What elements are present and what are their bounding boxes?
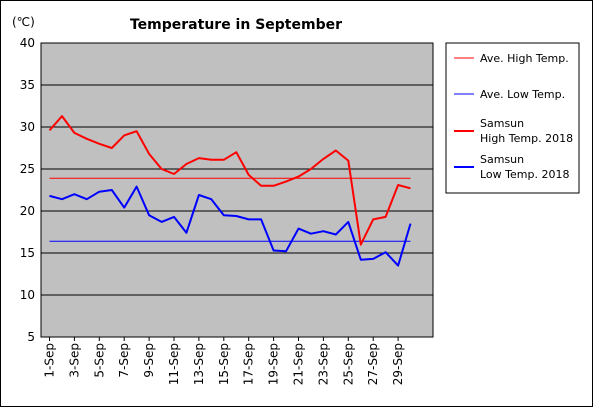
unit-label: (℃) [12, 15, 35, 29]
legend-label: Ave. High Temp. [480, 52, 569, 65]
gridlines [41, 84, 433, 296]
plot-area [40, 42, 434, 338]
x-tick-label: 3-Sep [67, 343, 81, 378]
y-tick-label: 10 [20, 288, 35, 302]
legend: Ave. High Temp. Ave. Low Temp. Samsun High … [454, 52, 573, 181]
x-tick-label: 5-Sep [92, 343, 106, 378]
y-tick-label: 35 [20, 78, 35, 92]
y-tick-label: 25 [20, 162, 35, 176]
chart-title: Temperature in September [130, 17, 342, 33]
x-tick-label: 23-Sep [316, 343, 330, 385]
x-axis: 1-Sep 3-Sep 5-Sep 7-Sep 9-Sep 11-Sep 13-Sep 15-… [43, 337, 405, 385]
y-tick-label: 30 [20, 120, 35, 134]
y-tick-label: 15 [20, 246, 35, 260]
series-line-3 [48, 115, 411, 246]
legend-label: Samsun High Temp. 2018 [480, 117, 573, 145]
x-tick-label: 19-Sep [267, 343, 281, 385]
x-tick-label: 25-Sep [341, 343, 355, 385]
x-tick-label: 9-Sep [142, 343, 156, 378]
x-tick-label: 1-Sep [43, 343, 57, 378]
x-tick-label: 15-Sep [217, 343, 231, 385]
series-line-4 [49, 185, 412, 267]
x-tick-label: 21-Sep [292, 343, 306, 385]
x-tick-label: 29-Sep [391, 343, 405, 385]
y-tick-label: 5 [27, 330, 35, 344]
y-tick-label: 20 [20, 204, 35, 218]
series-lines [48, 115, 412, 267]
x-tick-label: 7-Sep [117, 343, 131, 378]
x-tick-label: 17-Sep [242, 343, 256, 385]
y-axis: 5 10 15 20 25 30 35 40 [20, 36, 35, 344]
x-tick-label: 27-Sep [366, 343, 380, 385]
y-tick-label: 40 [20, 36, 35, 50]
x-tick-label: 11-Sep [167, 343, 181, 385]
legend-label: Ave. Low Temp. [480, 88, 565, 101]
legend-label: Samsun Low Temp. 2018 [480, 153, 569, 181]
x-tick-label: 13-Sep [192, 343, 206, 385]
